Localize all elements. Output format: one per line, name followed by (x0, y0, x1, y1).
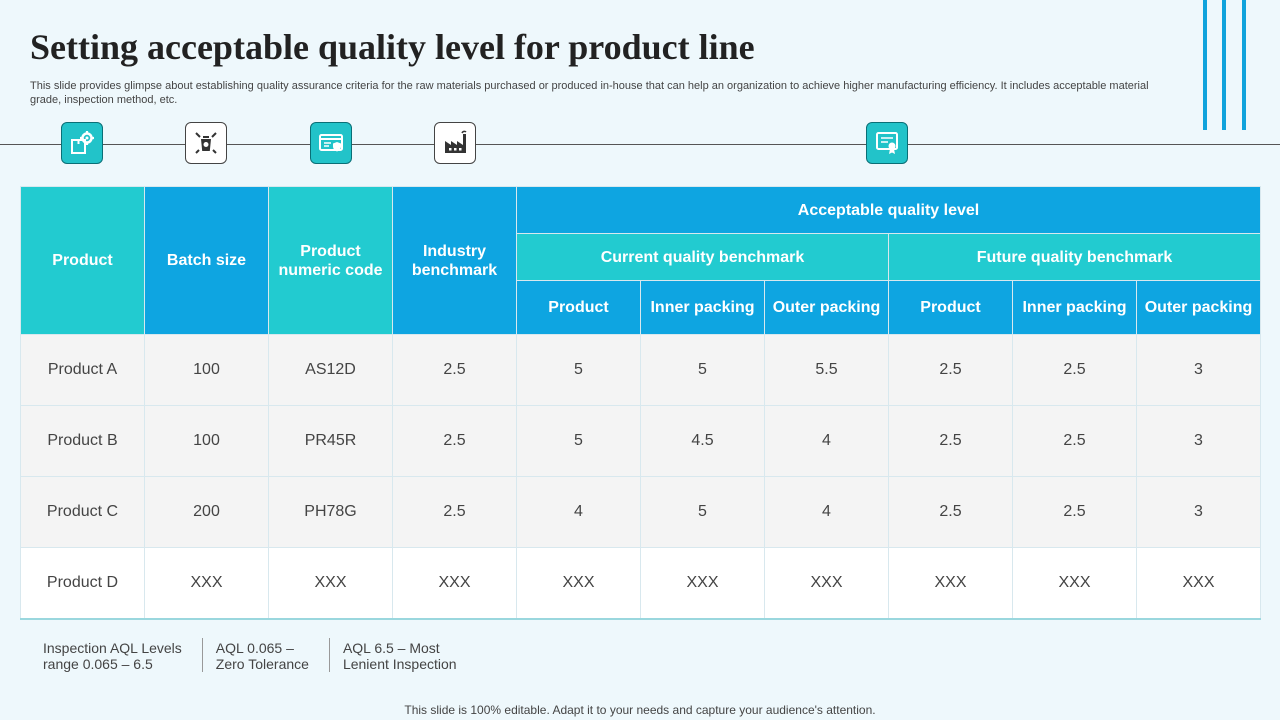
table-cell: 5 (516, 334, 641, 406)
table-cell: 2.5 (888, 334, 1013, 406)
table-cell: XXX (1012, 547, 1137, 620)
header-product: Product (20, 186, 145, 335)
table-row: Product D XXX XXX XXX XXX XXX XXX XXX XX… (20, 547, 1261, 620)
table-cell: XXX (144, 547, 269, 620)
table-cell: 2.5 (392, 476, 517, 548)
icon-timeline (0, 144, 1280, 145)
table-cell: 2.5 (888, 476, 1013, 548)
header-numeric-code: Product numeric code (268, 186, 393, 335)
table-row: Product C 200 PH78G 2.5 4 5 4 2.5 2.5 3 (20, 476, 1261, 548)
table-cell: 5 (516, 405, 641, 477)
table-cell: 2.5 (1012, 334, 1137, 406)
table-cell: 3 (1136, 405, 1261, 477)
subheader-current-inner-packing: Inner packing (640, 280, 765, 335)
table-cell: AS12D (268, 334, 393, 406)
table-cell: Product B (20, 405, 145, 477)
subheader-future-product: Product (888, 280, 1013, 335)
editable-footer: This slide is 100% editable. Adapt it to… (404, 703, 876, 717)
table-cell: 4 (764, 405, 889, 477)
note-zero-tolerance: AQL 0.065 – Zero Tolerance (201, 638, 329, 672)
page-subtitle: This slide provides glimpse about establ… (30, 80, 1149, 106)
decorative-bar (1222, 0, 1226, 130)
table-cell: 2.5 (888, 405, 1013, 477)
table-cell: XXX (888, 547, 1013, 620)
aql-table: Product Batch size Product numeric code … (20, 186, 1261, 620)
subheader-future-outer-packing: Outer packing (1136, 280, 1261, 335)
subheader-current-product: Product (516, 280, 641, 335)
table-cell: 2.5 (392, 334, 517, 406)
header-current-benchmark: Current quality benchmark (516, 233, 889, 281)
shield-card-icon (310, 122, 352, 164)
decorative-bar (1242, 0, 1246, 130)
subheader-current-outer-packing: Outer packing (764, 280, 889, 335)
aql-notes: Inspection AQL Levels range 0.065 – 6.5 … (30, 638, 477, 674)
table-cell: 5 (640, 334, 765, 406)
subheader-future-inner-packing: Inner packing (1012, 280, 1137, 335)
certificate-icon (866, 122, 908, 164)
header-future-benchmark: Future quality benchmark (888, 233, 1261, 281)
table-cell: 5 (640, 476, 765, 548)
header-acceptable-quality-level: Acceptable quality level (516, 186, 1261, 234)
table-cell: PH78G (268, 476, 393, 548)
table-cell: Product A (20, 334, 145, 406)
table-cell: XXX (640, 547, 765, 620)
header-industry-benchmark: Industry benchmark (392, 186, 517, 335)
table-cell: XXX (392, 547, 517, 620)
table-cell: Product C (20, 476, 145, 548)
table-cell: 4.5 (640, 405, 765, 477)
table-cell: XXX (268, 547, 393, 620)
table-cell: 2.5 (1012, 405, 1137, 477)
table-cell: 3 (1136, 334, 1261, 406)
table-cell: PR45R (268, 405, 393, 477)
table-cell: 3 (1136, 476, 1261, 548)
table-cell: 4 (764, 476, 889, 548)
table-cell: 100 (144, 334, 269, 406)
table-row: Product A 100 AS12D 2.5 5 5 5.5 2.5 2.5 … (20, 334, 1261, 406)
table-cell: XXX (1136, 547, 1261, 620)
table-cell: 2.5 (392, 405, 517, 477)
table-cell: XXX (516, 547, 641, 620)
page-title: Setting acceptable quality level for pro… (30, 27, 755, 67)
recycle-bin-icon (185, 122, 227, 164)
factory-icon (434, 122, 476, 164)
note-aql-range: Inspection AQL Levels range 0.065 – 6.5 (43, 640, 182, 672)
note-lenient-inspection: AQL 6.5 – Most Lenient Inspection (328, 638, 477, 672)
table-cell: 4 (516, 476, 641, 548)
table-cell: 100 (144, 405, 269, 477)
table-cell: 200 (144, 476, 269, 548)
decorative-bar (1203, 0, 1207, 130)
table-cell: XXX (764, 547, 889, 620)
table-cell: Product D (20, 547, 145, 620)
header-batch-size: Batch size (144, 186, 269, 335)
table-row: Product B 100 PR45R 2.5 5 4.5 4 2.5 2.5 … (20, 405, 1261, 477)
settings-box-icon (61, 122, 103, 164)
table-cell: 5.5 (764, 334, 889, 406)
table-cell: 2.5 (1012, 476, 1137, 548)
